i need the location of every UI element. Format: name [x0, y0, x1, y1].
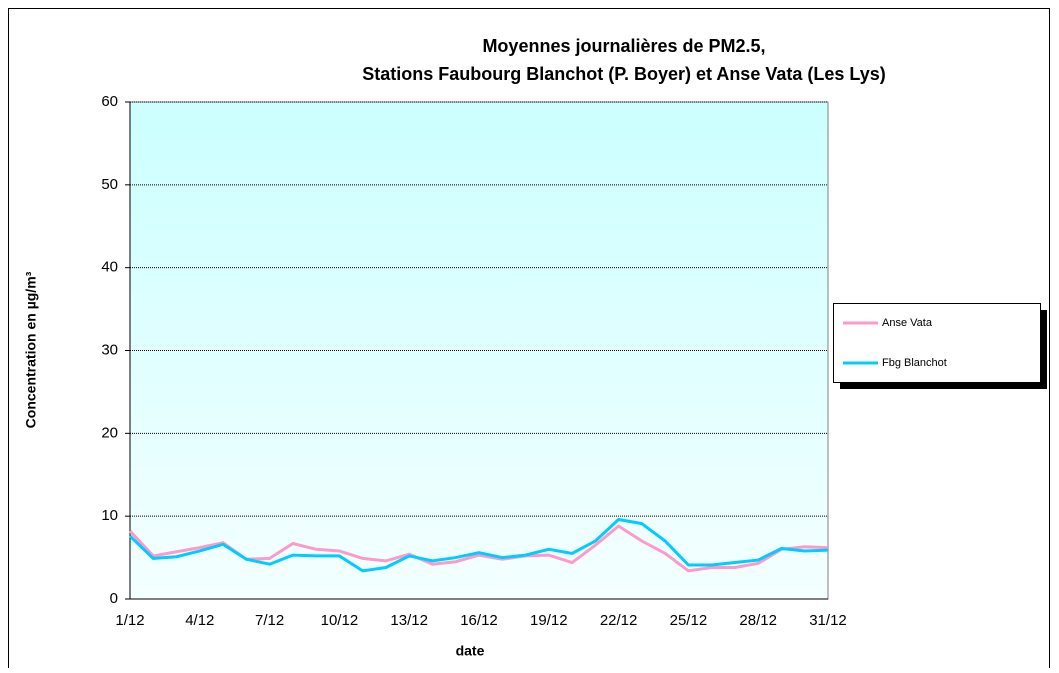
legend-label: Fbg Blanchot [882, 357, 947, 369]
y-tick-label: 20 [101, 424, 118, 441]
series-line [128, 517, 829, 573]
y-tick-label: 40 [101, 259, 118, 276]
x-tick-label: 16/12 [460, 612, 498, 629]
x-tick-label: 19/12 [530, 612, 568, 629]
x-tick-label: 10/12 [321, 612, 359, 629]
x-tick-label: 1/12 [115, 612, 144, 629]
y-axis-label: Concentration en µg/m³ [23, 271, 39, 428]
y-tick-label: 30 [101, 341, 118, 358]
x-tick-label: 31/12 [809, 612, 847, 629]
y-tick-label: 50 [101, 176, 118, 193]
x-tick-label: 25/12 [670, 612, 708, 629]
legend-label: Anse Vata [882, 317, 933, 329]
y-tick-label: 60 [101, 93, 118, 110]
y-tick-label: 0 [110, 590, 118, 607]
chart-title: Stations Faubourg Blanchot (P. Boyer) et… [362, 64, 885, 84]
x-tick-label: 13/12 [390, 612, 428, 629]
chart-title: Moyennes journalières de PM2.5, [482, 36, 765, 56]
x-axis-label: date [456, 643, 485, 659]
x-tick-label: 7/12 [255, 612, 284, 629]
x-tick-label: 22/12 [600, 612, 638, 629]
y-tick-label: 10 [101, 507, 118, 524]
legend [833, 303, 1041, 383]
x-tick-label: 4/12 [185, 612, 214, 629]
x-tick-label: 28/12 [739, 612, 777, 629]
